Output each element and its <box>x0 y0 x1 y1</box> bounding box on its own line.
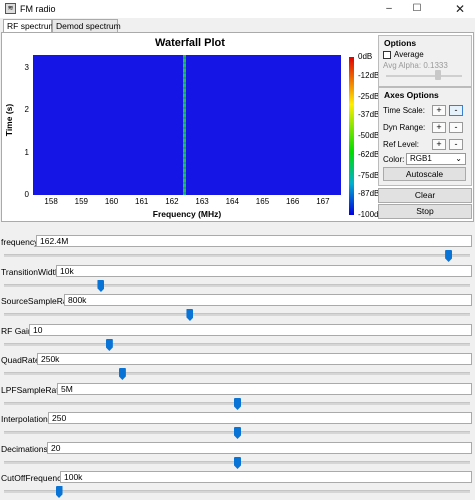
x-tick-label: 163 <box>195 197 209 206</box>
param-label: SourceSampleRate: <box>1 296 78 306</box>
x-tick-label: 167 <box>316 197 330 206</box>
tab-demod-spectrum[interactable]: Demod spectrum <box>52 19 121 33</box>
param-slider-thumb[interactable] <box>445 250 453 262</box>
param-label: Decimations: <box>1 444 51 454</box>
plot-title: Waterfall Plot <box>155 37 225 49</box>
x-tick-label: 162 <box>165 197 179 206</box>
param-slider-track[interactable] <box>4 254 470 257</box>
y-tick-label: 3 <box>24 62 29 72</box>
color-select[interactable]: RGB1 ⌄ <box>406 153 466 165</box>
colorbar-tick-label: -100dB <box>358 210 384 219</box>
color-select-value: RGB1 <box>410 154 432 163</box>
param-slider-thumb[interactable] <box>97 280 105 292</box>
x-tick-label: 164 <box>225 197 239 206</box>
maximize-icon[interactable]: ☐ <box>412 3 422 14</box>
param-label: frequency: <box>1 237 41 247</box>
ref-level-label: Ref Level: <box>383 140 420 149</box>
param-slider-track[interactable] <box>4 372 470 375</box>
options-header: Options <box>384 38 417 48</box>
param-slider-thumb[interactable] <box>234 427 241 439</box>
param-value-field[interactable]: 800k <box>64 294 472 306</box>
param-slider-track[interactable] <box>4 490 470 493</box>
time-scale-label: Time Scale: <box>383 106 425 115</box>
param-slider-thumb[interactable] <box>105 339 113 351</box>
param-label: CutOffFrequency: <box>1 473 68 483</box>
param-slider-track[interactable] <box>4 284 470 287</box>
param-slider-thumb[interactable] <box>55 486 63 498</box>
param-value-field[interactable]: 162.4M <box>36 235 472 247</box>
colorbar-tick-label: -87dB <box>358 189 380 199</box>
avg-alpha-slider-thumb[interactable] <box>435 70 441 80</box>
x-tick-label: 165 <box>255 197 270 206</box>
autoscale-button[interactable]: Autoscale <box>383 167 466 181</box>
signal-trace <box>182 55 186 195</box>
param-value-field[interactable]: 10 <box>29 324 472 336</box>
param-label: LPFSampleRate: <box>1 385 66 395</box>
colorbar-tick-label: -50dB <box>358 131 380 140</box>
x-tick-label: 158 <box>44 197 58 206</box>
param-slider-track[interactable] <box>4 313 470 316</box>
x-axis-label: Frequency (MHz) <box>152 209 222 219</box>
ref-level-decrease-button[interactable]: - <box>449 139 463 150</box>
time-scale-increase-button[interactable]: + <box>432 105 446 116</box>
x-tick-label: 159 <box>74 197 88 206</box>
colorbar <box>349 57 354 215</box>
axes-options-header: Axes Options <box>384 90 439 100</box>
minimize-icon[interactable]: – <box>386 3 392 14</box>
param-slider-track[interactable] <box>4 343 470 346</box>
param-slider-thumb[interactable] <box>234 457 241 469</box>
avg-alpha-label: Avg Alpha: 0.1333 <box>383 61 448 70</box>
average-label: Average <box>394 50 424 59</box>
colorbar-tick-label: -12dB <box>358 70 380 80</box>
colorbar-tick-label: -25dB <box>358 91 380 101</box>
dyn-range-decrease-button[interactable]: - <box>449 122 463 133</box>
colorbar-tick-label: -37dB <box>358 110 380 120</box>
y-tick-label: 1 <box>24 147 29 157</box>
color-label: Color: <box>383 155 405 164</box>
param-label: QuadRate: <box>1 355 43 365</box>
average-checkbox[interactable] <box>383 51 391 59</box>
waterfall-plot[interactable]: Waterfall Plot Time (s) 3 2 1 0 158 159 160 16… <box>3 35 384 219</box>
y-tick-label: 0 <box>24 190 29 199</box>
stop-button[interactable]: Stop <box>378 204 472 219</box>
param-label: TransitionWidth: <box>1 267 63 277</box>
colorbar-tick-label: 0dB <box>358 52 373 61</box>
param-slider-thumb[interactable] <box>234 398 241 410</box>
time-scale-decrease-button[interactable]: - <box>449 105 463 116</box>
param-label: Interpolation: <box>1 414 51 424</box>
avg-alpha-slider[interactable] <box>386 75 462 77</box>
colorbar-tick-label: -75dB <box>358 170 380 180</box>
param-value-field[interactable]: 100k <box>60 471 472 483</box>
options-group <box>378 35 472 87</box>
colorbar-tick-label: -62dB <box>358 149 380 159</box>
title-bar: ≋ FM radio – ☐ ✕ <box>0 0 475 18</box>
y-tick-label: 2 <box>24 105 29 115</box>
dyn-range-increase-button[interactable]: + <box>432 122 446 133</box>
param-slider-thumb[interactable] <box>186 309 194 321</box>
param-value-field[interactable]: 250 <box>48 412 472 424</box>
ref-level-increase-button[interactable]: + <box>432 139 446 150</box>
x-tick-label: 161 <box>135 197 149 206</box>
waterfall-image[interactable] <box>33 55 341 195</box>
x-tick-label: 166 <box>285 197 300 206</box>
param-label: RF Gain: <box>1 326 36 336</box>
options-panel: Options Average Avg Alpha: 0.1333 Axes O… <box>378 35 472 219</box>
dyn-range-label: Dyn Range: <box>383 123 426 132</box>
close-icon[interactable]: ✕ <box>454 2 466 16</box>
app-icon: ≋ <box>5 3 16 14</box>
chevron-down-icon: ⌄ <box>455 154 462 163</box>
clear-button[interactable]: Clear <box>378 188 472 203</box>
y-axis-label: Time (s) <box>4 103 15 137</box>
param-value-field[interactable]: 250k <box>37 353 472 365</box>
param-value-field[interactable]: 20 <box>47 442 472 454</box>
param-value-field[interactable]: 5M <box>57 383 472 395</box>
param-slider-thumb[interactable] <box>118 368 126 380</box>
param-value-field[interactable]: 10k <box>56 265 472 277</box>
x-tick-label: 160 <box>104 197 119 206</box>
window-title: FM radio <box>20 4 56 14</box>
